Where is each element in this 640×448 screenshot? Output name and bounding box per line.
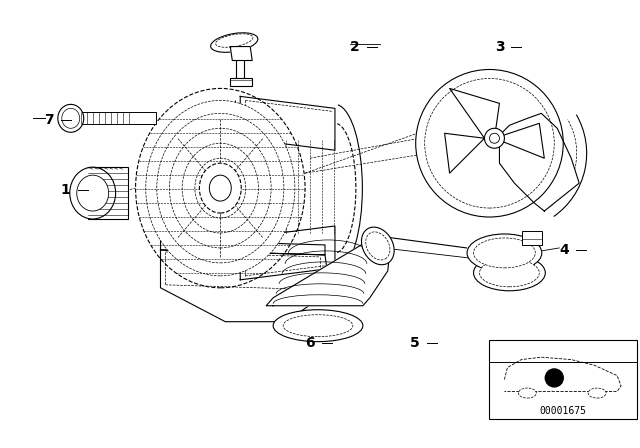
Polygon shape <box>499 113 579 211</box>
Ellipse shape <box>170 128 271 248</box>
Ellipse shape <box>200 163 241 213</box>
Ellipse shape <box>365 232 390 260</box>
Ellipse shape <box>209 175 231 201</box>
Ellipse shape <box>146 100 295 276</box>
Ellipse shape <box>484 128 504 148</box>
Ellipse shape <box>518 388 536 398</box>
Circle shape <box>545 369 563 387</box>
Ellipse shape <box>216 34 253 47</box>
Text: 4: 4 <box>559 243 569 257</box>
Ellipse shape <box>182 143 259 233</box>
Polygon shape <box>230 47 252 60</box>
Bar <box>71 112 156 124</box>
Ellipse shape <box>362 227 394 265</box>
Polygon shape <box>161 250 330 322</box>
Bar <box>88 167 127 219</box>
Ellipse shape <box>62 108 80 128</box>
Ellipse shape <box>490 134 499 143</box>
Text: 3: 3 <box>495 39 504 54</box>
Ellipse shape <box>425 78 554 208</box>
Text: 00001675: 00001675 <box>540 406 587 417</box>
Ellipse shape <box>136 88 305 288</box>
Ellipse shape <box>467 234 542 272</box>
Text: 5: 5 <box>410 336 420 349</box>
Ellipse shape <box>70 167 116 219</box>
Ellipse shape <box>416 69 563 217</box>
Text: 6: 6 <box>305 336 315 349</box>
Ellipse shape <box>474 255 545 291</box>
Polygon shape <box>161 240 325 255</box>
Text: 1: 1 <box>61 183 70 197</box>
Text: 2: 2 <box>350 39 360 54</box>
Ellipse shape <box>157 113 284 263</box>
Ellipse shape <box>195 158 246 218</box>
Ellipse shape <box>588 388 606 398</box>
Ellipse shape <box>273 310 363 342</box>
Ellipse shape <box>77 175 109 211</box>
Polygon shape <box>266 241 390 306</box>
Text: 7: 7 <box>44 113 54 127</box>
Ellipse shape <box>474 238 535 268</box>
Bar <box>230 78 252 86</box>
Ellipse shape <box>479 259 540 287</box>
Polygon shape <box>240 226 335 280</box>
Polygon shape <box>240 96 335 150</box>
Bar <box>490 340 637 419</box>
Ellipse shape <box>58 104 84 132</box>
Ellipse shape <box>283 314 353 336</box>
Bar <box>522 231 542 245</box>
Ellipse shape <box>211 33 258 52</box>
